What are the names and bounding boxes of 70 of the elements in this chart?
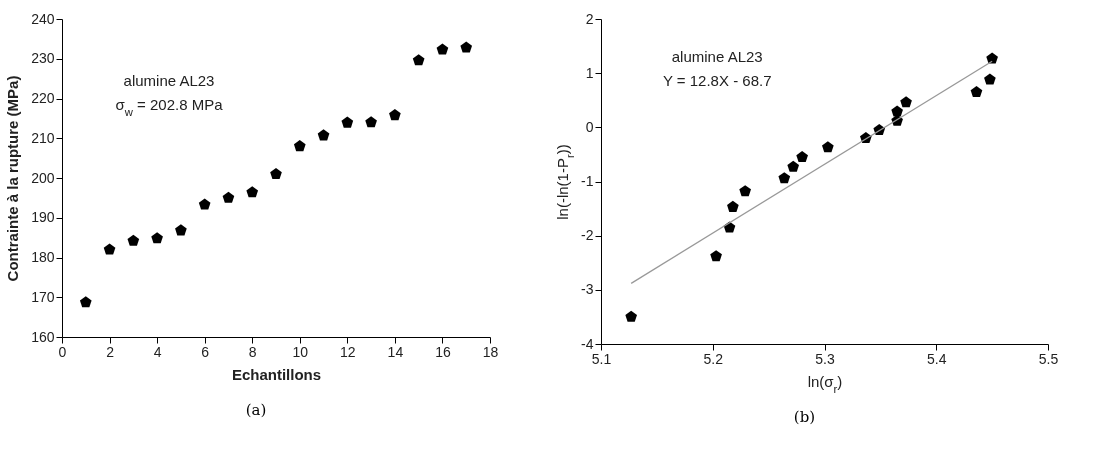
x-tick-label: 14 [387,343,404,360]
point [891,105,903,117]
annotation: alumine AL23 [123,72,215,89]
x-tick-label: 16 [435,343,451,360]
y-tick-label: -3 [581,281,594,298]
point [710,250,722,262]
y-tick-label: 2 [585,10,594,27]
point [365,116,377,128]
point [436,43,449,55]
y-tick-label: 1 [585,64,594,81]
y-tick-label: 200 [31,169,55,186]
point [341,116,354,128]
point [103,243,116,255]
point [389,109,401,121]
x-tick-label: 5.3 [815,350,835,367]
point [79,296,92,308]
y-axis-title: Contrainte à la rupture (MPa) [4,75,22,282]
point [151,232,163,244]
y-tick-label: 0 [585,118,594,135]
y-tick-label: 190 [31,209,55,226]
annotation: σ$_{w}$ = 202.8 MPa [115,96,224,118]
y-tick-label: 240 [31,10,55,27]
point [127,234,140,246]
point [787,160,800,172]
point [625,310,637,322]
y-tick-label: 160 [31,328,55,345]
point [900,96,912,108]
y-tick-label: 220 [31,90,55,106]
y-tick-label: -2 [581,227,594,244]
point [460,41,473,53]
point [778,172,791,184]
x-tick-label: 4 [153,343,162,360]
text: (b) [793,408,816,426]
x-tick-label: 5.1 [591,350,612,367]
x-tick-label: 0 [58,343,67,360]
point [222,191,235,203]
x-tick-label: 8 [248,343,257,360]
x-tick-label: 5.5 [1038,350,1059,367]
y-tick-label: -1 [581,173,594,189]
point [986,52,998,64]
point [739,185,751,197]
annotation: Y = 12.8X - 68.7 [662,72,772,89]
point [970,86,983,98]
point [198,198,211,210]
y-tick-label: -4 [581,335,594,352]
y-tick-label: 170 [31,288,55,305]
x-tick-label: 12 [340,343,356,360]
point [270,167,282,179]
point [293,140,306,152]
x-tick-label: 10 [292,343,309,360]
x-axis-title: ln(σ$_{r}$) [807,372,843,395]
x-tick-label: 18 [482,343,499,360]
point [796,151,808,163]
point [727,200,739,212]
x-tick-label: 5.2 [703,350,724,367]
y-tick-label: 180 [31,249,55,265]
y-tick-label: 210 [31,129,55,146]
point [822,141,834,153]
x-tick-label: 5.4 [927,350,947,367]
x-tick-label: 6 [201,343,210,360]
x-axis-title: Echantillons [231,365,322,383]
point [246,186,259,198]
x-tick-label: 2 [106,343,115,360]
point [175,224,187,236]
point [984,73,996,85]
annotation: alumine AL23 [671,48,763,65]
point [317,129,330,141]
y-tick-label: 230 [31,50,55,67]
text: (a) [245,401,267,419]
point [412,54,425,66]
